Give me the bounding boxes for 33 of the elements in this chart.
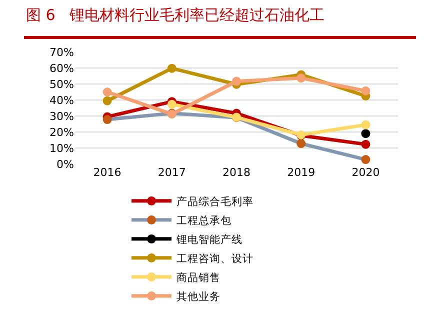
legend-label: 产品综合毛利率	[176, 194, 254, 208]
y-tick-label: 70%	[50, 46, 74, 59]
point	[167, 100, 176, 109]
y-tick-label: 50%	[50, 78, 74, 91]
x-tick-label: 2020	[352, 166, 380, 179]
legend-label: 工程总承包	[176, 214, 232, 227]
point	[361, 129, 370, 138]
point	[167, 64, 176, 73]
point	[296, 74, 306, 83]
chart-title: 图 6 锂电材料行业毛利率已经超过石油化工	[26, 6, 325, 25]
x-tick-label: 2019	[287, 166, 316, 179]
x-tick-label: 2018	[222, 166, 250, 179]
point	[232, 76, 241, 86]
legend-label: 锂电智能产线	[176, 232, 242, 246]
point	[361, 120, 370, 130]
y-tick-label: 60%	[50, 62, 74, 75]
legend-label: 其他业务	[176, 290, 220, 303]
point	[361, 155, 370, 164]
y-tick-label: 20%	[50, 126, 74, 139]
y-tick-label: 40%	[50, 94, 74, 107]
point	[102, 88, 112, 96]
point	[102, 96, 112, 106]
point	[361, 86, 370, 96]
legend-label: 商品销售	[176, 270, 220, 284]
point	[296, 139, 306, 148]
legend-label: 工程咨询、设计	[176, 252, 254, 265]
x-tick-label: 2017	[158, 166, 186, 179]
y-tick-label: 30%	[50, 110, 74, 123]
x-tick-label: 2016	[93, 166, 122, 179]
point	[361, 140, 370, 149]
y-tick-label: 10%	[50, 142, 74, 155]
y-tick-label: 0%	[56, 158, 74, 171]
point	[102, 115, 112, 124]
